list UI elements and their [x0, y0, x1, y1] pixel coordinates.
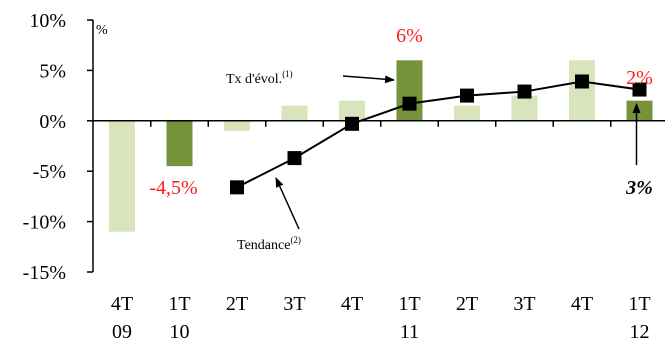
trend-marker-7	[517, 84, 532, 99]
x-label-quarter-5: 1T	[398, 293, 420, 315]
tendance-annotation: Tendance(2)	[237, 235, 301, 253]
bar-2	[224, 120, 250, 131]
x-label-quarter-1: 1T	[168, 293, 190, 315]
tx-evol-annotation: Tx d'évol.(1)	[226, 69, 293, 87]
bar-9	[626, 100, 653, 121]
x-label-year-0: 09	[112, 321, 132, 343]
trend-marker-2	[230, 180, 244, 195]
trend-marker-6	[460, 88, 474, 103]
x-label-quarter-6: 2T	[456, 293, 478, 315]
x-label-quarter-0: 4T	[111, 293, 133, 315]
x-label-quarter-9: 1T	[628, 293, 650, 315]
x-label-year-9: 12	[630, 321, 650, 343]
y-tick-label-5: -15%	[23, 262, 66, 284]
x-label-quarter-2: 2T	[226, 293, 248, 315]
x-label-year-5: 11	[400, 321, 419, 343]
x-label-quarter-4: 4T	[341, 293, 363, 315]
bar-4	[339, 100, 365, 121]
tendance-arrow	[275, 177, 300, 230]
trend-marker-5	[402, 96, 417, 111]
bar-6	[454, 105, 480, 121]
bar-3	[281, 105, 308, 121]
bar-5	[396, 60, 423, 121]
bar-7	[511, 95, 538, 121]
trend-value-label: 3%	[625, 177, 653, 199]
y-tick-label-2: 0%	[39, 111, 66, 133]
bar-8	[569, 60, 595, 121]
y-tick-label-1: 5%	[39, 60, 66, 82]
x-label-quarter-3: 3T	[283, 293, 305, 315]
data-label-5: 6%	[396, 25, 423, 47]
bar-0	[109, 120, 135, 232]
data-label-1: -4,5%	[149, 177, 197, 199]
tx-evol-arrow	[342, 75, 395, 84]
y-tick-label-4: -10%	[23, 212, 66, 234]
y-tick-label-0: 10%	[29, 10, 66, 32]
trend-marker-8	[575, 74, 589, 89]
data-label-9: 2%	[626, 67, 653, 89]
trend-marker-9	[632, 82, 647, 97]
y-tick-label-3: -5%	[33, 161, 66, 183]
x-label-quarter-7: 3T	[513, 293, 535, 315]
trend-marker-3	[287, 151, 302, 166]
trend-line	[236, 80, 640, 189]
trend-marker-4	[345, 116, 359, 131]
unit-label: %	[96, 23, 108, 38]
x-label-quarter-8: 4T	[571, 293, 593, 315]
x-label-year-1: 10	[170, 321, 190, 343]
bar-1	[166, 120, 193, 167]
